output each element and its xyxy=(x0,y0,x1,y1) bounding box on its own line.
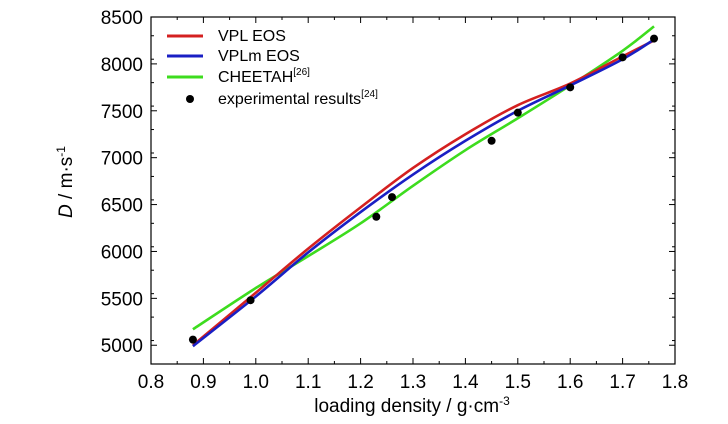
y-tick-label: 5500 xyxy=(101,289,143,310)
x-tick-label: 1.2 xyxy=(347,372,373,393)
experimental-point xyxy=(650,34,659,43)
y-tick-label: 6500 xyxy=(101,196,143,217)
series-group xyxy=(188,25,659,348)
y-tick-label: 8500 xyxy=(101,8,143,29)
x-axis-title: loading density / g·cm-3 xyxy=(314,394,510,417)
experimental-point xyxy=(566,83,575,92)
legend-label-vplm-eos: VPLm EOS xyxy=(218,48,300,65)
y-tick-label: 8000 xyxy=(101,55,143,76)
x-tick-label: 1.0 xyxy=(243,372,269,393)
y-tick-label: 7000 xyxy=(101,149,143,170)
x-tick-label: 0.9 xyxy=(190,372,216,393)
series-line-vplm-eos xyxy=(192,38,655,348)
experimental-point xyxy=(372,212,381,221)
legend-label-experimental: experimental results[24] xyxy=(218,89,378,108)
experimental-point xyxy=(513,108,522,117)
x-tick-label: 1.8 xyxy=(662,372,688,393)
legend-label-cheetah: CHEETAH[26] xyxy=(218,67,310,86)
x-tick-label: 1.5 xyxy=(505,372,531,393)
x-tick-label: 1.4 xyxy=(452,372,479,393)
x-tick-label: 1.1 xyxy=(295,372,321,393)
experimental-point xyxy=(246,296,255,305)
legend-marker-experimental xyxy=(186,95,194,103)
y-tick-label: 6000 xyxy=(101,242,143,263)
legend: VPL EOS VPLm EOS CHEETAH[26] experimenta… xyxy=(167,28,378,108)
experimental-point xyxy=(618,53,627,62)
x-tick-label: 0.8 xyxy=(138,372,164,393)
experimental-point xyxy=(188,335,197,344)
y-tick-label: 7500 xyxy=(101,102,143,123)
x-tick-label: 1.3 xyxy=(400,372,426,393)
y-axis-title: D / m·s-1 xyxy=(54,146,77,218)
y-tick-label: 5000 xyxy=(101,336,143,357)
experimental-point xyxy=(487,136,496,145)
experimental-point xyxy=(388,193,397,202)
axis-ticks: 0.8 0.9 1.0 1.1 1.2 1.3 1.4 1.5 1.6 1.7 1.8 5000 550… xyxy=(101,8,688,393)
x-tick-label: 1.7 xyxy=(609,372,635,393)
x-tick-label: 1.6 xyxy=(557,372,583,393)
legend-label-vpl-eos: VPL EOS xyxy=(218,28,286,45)
series-line-vpl-eos xyxy=(192,39,655,347)
